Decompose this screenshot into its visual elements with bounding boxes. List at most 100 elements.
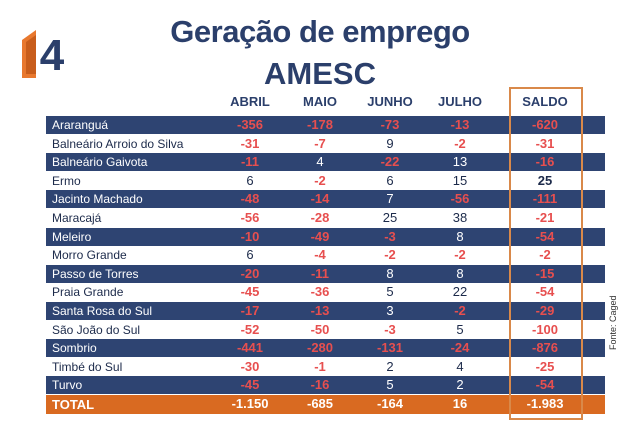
- column-header-saldo: SALDO: [522, 94, 568, 109]
- table-cell-abril: -441: [236, 340, 264, 356]
- municipality-name: Morro Grande: [52, 248, 127, 263]
- saldo-highlight-box: [509, 87, 583, 420]
- table-cell-junho: -131: [376, 340, 404, 356]
- column-header-maio: MAIO: [303, 94, 337, 109]
- table-cell-saldo: -29: [535, 303, 555, 318]
- table-cell-saldo: -21: [535, 210, 555, 225]
- table-cell-abril: -45: [240, 377, 260, 393]
- table-cell-abril: -11: [240, 154, 260, 170]
- table-cell-maio: -11: [310, 265, 330, 281]
- total-cell-saldo: -1.983: [526, 396, 564, 411]
- table-cell-saldo: -54: [535, 228, 555, 244]
- table-cell-saldo: -111: [532, 191, 558, 207]
- municipality-name: Meleiro: [52, 229, 92, 244]
- municipality-name: Maracajá: [52, 211, 102, 225]
- table-cell-abril: -356: [236, 117, 264, 132]
- table-row: Santa Rosa do Sul -17 -13 3 -2 -29: [46, 302, 605, 320]
- table-cell-julho: 2: [456, 377, 464, 393]
- table-cell-julho: -2: [454, 247, 466, 263]
- logo-4-icon: 4: [22, 30, 65, 78]
- table-cell-abril: -56: [240, 210, 260, 225]
- table-cell-junho: 7: [386, 191, 394, 207]
- total-cell-abril: -1.150: [231, 396, 269, 411]
- municipality-name: Jacinto Machado: [52, 192, 143, 207]
- table-cell-saldo: -25: [535, 358, 555, 374]
- table-cell-julho: 15: [452, 172, 468, 188]
- total-cell-julho: 16: [452, 396, 468, 411]
- municipality-name: Timbé do Sul: [52, 359, 123, 374]
- table-cell-maio: -7: [314, 135, 326, 151]
- table-cell-maio: 4: [316, 154, 324, 170]
- table-row: Passo de Torres -20 -11 8 8 -15: [46, 264, 605, 283]
- table-cell-maio: -280: [306, 340, 334, 356]
- municipality-name: Passo de Torres: [52, 266, 139, 281]
- municipality-name: Santa Rosa do Sul: [52, 304, 153, 318]
- table-cell-saldo: -54: [535, 377, 555, 393]
- table-cell-junho: 25: [382, 210, 398, 225]
- table-cell-junho: -22: [380, 154, 400, 170]
- table-cell-abril: -30: [240, 358, 260, 374]
- table-row: Balneário Gaivota -11 4 -22 13 -16: [46, 153, 605, 172]
- table-cell-julho: 13: [452, 154, 468, 170]
- table-cell-junho: -73: [380, 117, 400, 132]
- table-cell-julho: 8: [456, 228, 464, 244]
- table-row: Meleiro -10 -49 -3 8 -54: [46, 227, 605, 246]
- table-cell-junho: -3: [384, 321, 396, 337]
- table-cell-junho: 9: [386, 135, 394, 151]
- table-cell-julho: 22: [452, 284, 468, 300]
- column-header-julho: JULHO: [437, 94, 483, 109]
- column-header-abril: ABRIL: [230, 94, 270, 109]
- table-cell-maio: -2: [314, 172, 326, 188]
- table-cell-junho: -2: [384, 247, 396, 263]
- table-cell-junho: 2: [386, 358, 394, 374]
- table-header: ABRIL MAIO JUNHO JULHO SALDO: [0, 94, 640, 114]
- municipality-name: Balneário Arroio do Silva: [52, 136, 184, 151]
- table-cell-maio: -14: [310, 191, 330, 207]
- table-cell-abril: -17: [240, 303, 260, 318]
- table-cell-junho: 6: [386, 172, 394, 188]
- table-cell-abril: 6: [246, 247, 254, 263]
- table-cell-maio: -36: [310, 284, 330, 300]
- table-row: Maracajá -56 -28 25 38 -21: [46, 209, 605, 227]
- table-cell-maio: -4: [314, 247, 326, 263]
- table-cell-julho: 38: [452, 210, 468, 225]
- column-header-junho: JUNHO: [367, 94, 413, 109]
- table-cell-maio: -1: [314, 358, 326, 374]
- total-cell-junho: -164: [376, 396, 404, 411]
- table-cell-abril: -20: [240, 265, 260, 281]
- table-row: Praia Grande -45 -36 5 22 -54: [46, 283, 605, 302]
- table-cell-julho: 5: [456, 321, 464, 337]
- table-cell-maio: -13: [310, 303, 330, 318]
- table-cell-maio: -178: [306, 117, 334, 132]
- municipality-name: Araranguá: [52, 118, 109, 132]
- municipality-name: Balneário Gaivota: [52, 155, 148, 170]
- table-cell-julho: -24: [450, 340, 470, 356]
- table-cell-maio: -16: [310, 377, 330, 393]
- table-cell-abril: -31: [240, 135, 260, 151]
- table-cell-maio: -50: [310, 321, 330, 337]
- table-cell-junho: 3: [386, 303, 394, 318]
- total-cell-maio: -685: [306, 396, 334, 411]
- table-cell-abril: -10: [240, 228, 260, 244]
- table-cell-maio: -49: [310, 228, 330, 244]
- table-cell-abril: -52: [240, 321, 260, 337]
- municipality-name: São João do Sul: [52, 322, 141, 337]
- municipality-name: Turvo: [52, 378, 83, 393]
- table-cell-junho: -3: [384, 228, 396, 244]
- table-cell-saldo: -15: [535, 265, 555, 281]
- table-row: Sombrio -441 -280 -131 -24 -876: [46, 339, 605, 358]
- table-row: Turvo -45 -16 5 2 -54: [46, 376, 605, 395]
- table-cell-saldo: -16: [535, 154, 555, 170]
- table-cell-julho: 4: [456, 358, 464, 374]
- page-subtitle: AMESC: [264, 56, 376, 91]
- table-row: Araranguá -356 -178 -73 -13 -620: [46, 116, 605, 134]
- source-note: Fonte: Caged: [608, 295, 618, 350]
- table-cell-julho: -56: [450, 191, 470, 207]
- table-row: Ermo 6 -2 6 15 25: [46, 171, 605, 190]
- table-cell-julho: 8: [456, 265, 464, 281]
- table-cell-saldo: -31: [535, 135, 555, 151]
- table-cell-saldo: -2: [539, 247, 551, 263]
- table-cell-saldo: 25: [537, 172, 553, 188]
- municipality-name: Praia Grande: [52, 285, 124, 300]
- total-label: TOTAL: [52, 397, 95, 412]
